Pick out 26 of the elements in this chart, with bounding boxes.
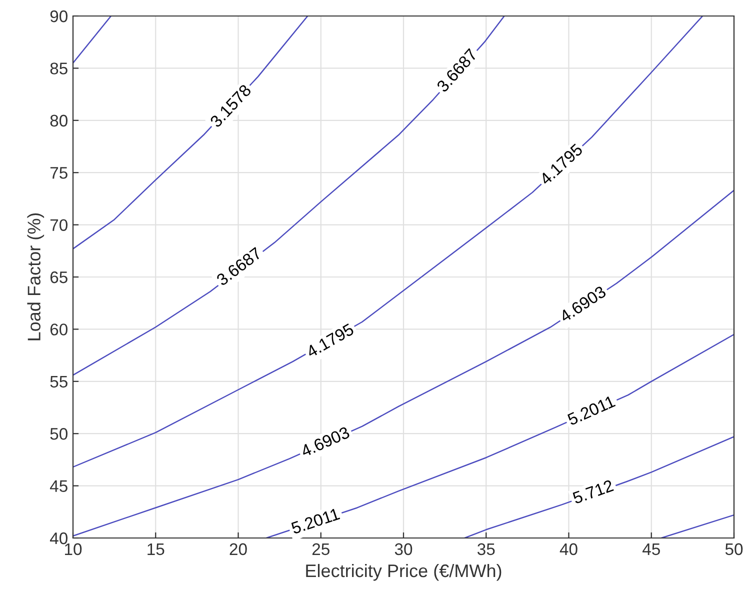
y-axis-title: Load Factor (%): [27, 213, 44, 340]
y-tick-label: 75: [50, 167, 68, 179]
x-tick-label: 50: [725, 543, 743, 556]
annotation: 5.712: [572, 479, 614, 504]
y-tick-label: 45: [50, 480, 68, 492]
x-tick-label: 15: [148, 543, 164, 556]
y-tick-label: 80: [50, 114, 68, 127]
y-tick-label: 90: [50, 10, 68, 22]
annotation: 5.2011: [566, 395, 616, 426]
y-tick-label: 85: [50, 62, 68, 74]
x-axis-title: Electricity Price (€/MWh): [306, 564, 502, 581]
x-tick-label: 20: [230, 543, 247, 556]
y-tick-label: 40: [50, 532, 68, 544]
x-tick-label: 25: [312, 543, 330, 556]
annotation: 4.6903: [300, 426, 350, 458]
y-tick-label: 50: [50, 428, 68, 440]
x-tick-label: 10: [65, 543, 82, 556]
y-tick-label: 60: [50, 324, 68, 336]
x-tick-label: 40: [560, 543, 578, 556]
y-tick-label: 55: [50, 376, 68, 388]
x-tick-label: 35: [477, 543, 495, 556]
annotation: 5.2011: [290, 508, 340, 534]
y-tick-label: 70: [50, 219, 68, 232]
x-tick-label: 30: [394, 543, 412, 556]
x-tick-label: 45: [642, 543, 660, 556]
y-tick-label: 65: [50, 271, 68, 284]
